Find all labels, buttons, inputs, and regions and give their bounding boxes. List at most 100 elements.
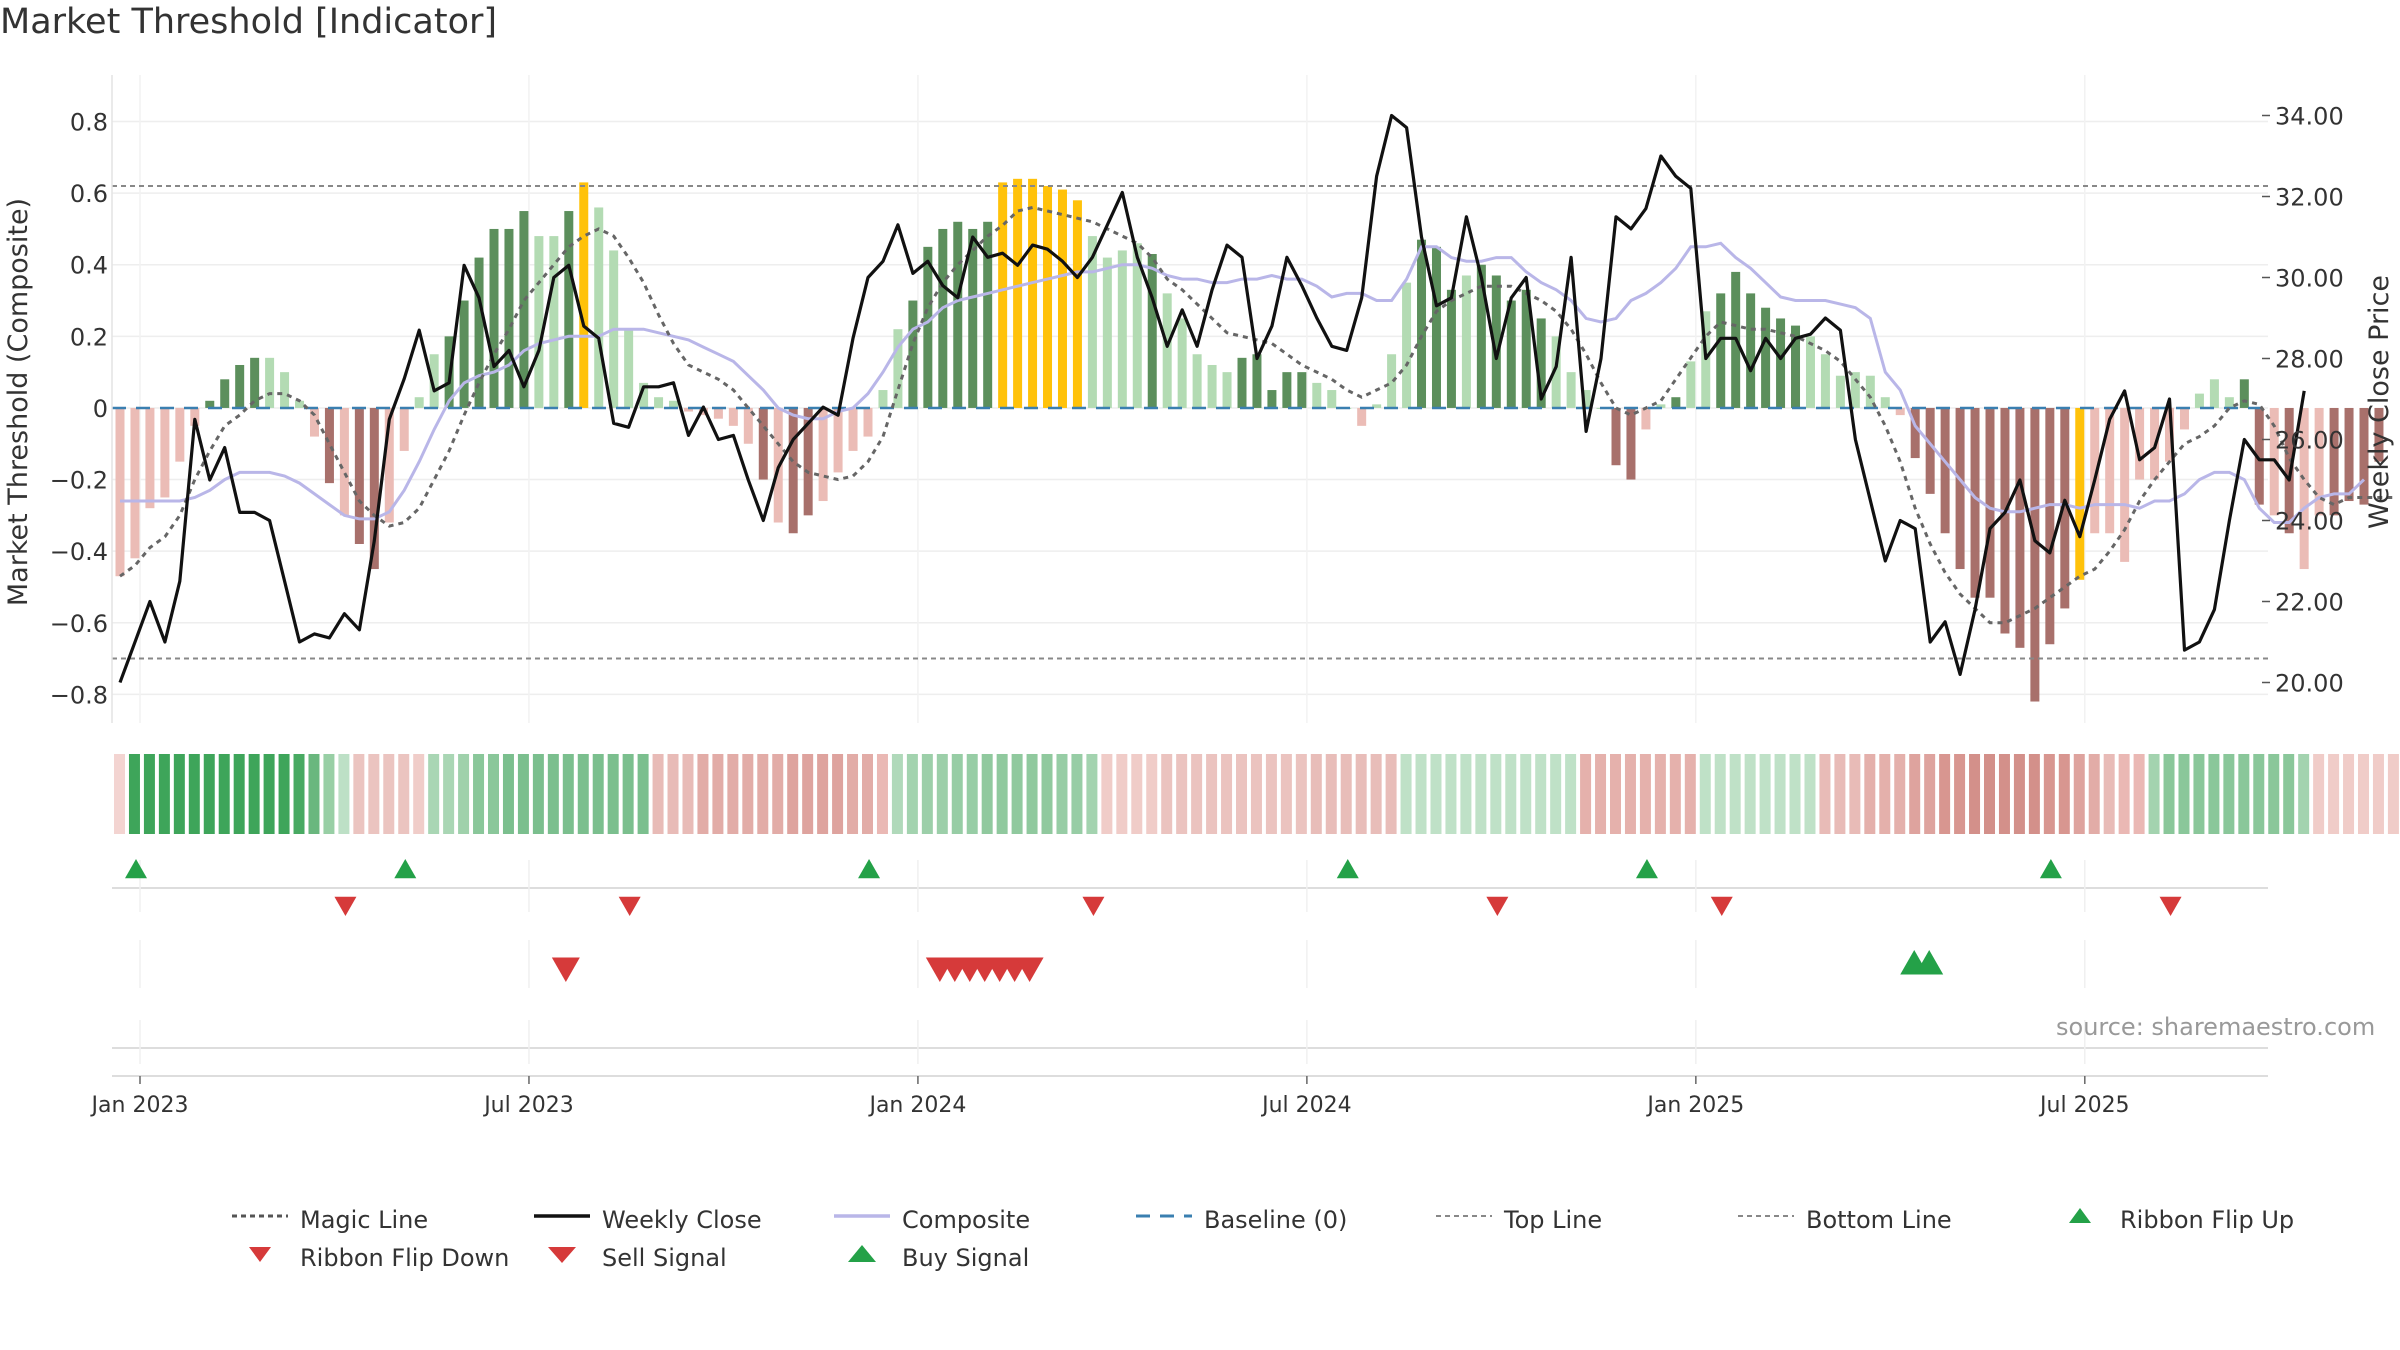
ribbon-cell <box>368 754 380 834</box>
ribbon-cell <box>1819 754 1831 834</box>
composite-bar <box>1028 178 1038 408</box>
composite-bar <box>833 407 843 473</box>
ribbon-cell <box>443 754 455 834</box>
y-tick-label-left: −0.4 <box>50 538 108 566</box>
ribbon-cell <box>1400 754 1412 834</box>
ribbon-cell <box>532 754 544 834</box>
ribbon-cell <box>2073 754 2085 834</box>
composite-bar <box>1476 264 1486 408</box>
ribbon-cell <box>1969 754 1981 834</box>
composite-bar <box>1491 275 1501 408</box>
ribbon-cell <box>1460 754 1472 834</box>
ribbon-cell <box>1699 754 1711 834</box>
ribbon-cell <box>2387 754 2399 834</box>
ribbon-cell <box>2103 754 2115 834</box>
composite-bar <box>2090 407 2100 534</box>
ribbon-cell <box>1744 754 1756 834</box>
composite-bar <box>1237 357 1247 408</box>
ribbon-cell <box>308 754 320 834</box>
composite-bar <box>280 372 290 408</box>
ribbon-cell <box>832 754 844 834</box>
composite-bar <box>728 407 738 426</box>
x-tick-label: Jan 2025 <box>1645 1093 1744 1118</box>
ribbon-cell <box>936 754 948 834</box>
composite-bar <box>1177 318 1187 408</box>
ribbon-cell <box>2133 754 2145 834</box>
composite-bar <box>758 407 768 480</box>
composite-bar <box>1850 372 1860 408</box>
ribbon-cell <box>1445 754 1457 834</box>
ribbon-cell <box>203 754 215 834</box>
composite-bar <box>369 407 379 570</box>
composite-bar <box>1282 372 1292 408</box>
ribbon-cell <box>1161 754 1173 834</box>
ribbon-cell <box>1624 754 1636 834</box>
composite-bar <box>1312 382 1322 408</box>
ribbon-cell <box>353 754 365 834</box>
legend-item[interactable]: Bottom Line <box>1736 1206 1952 1234</box>
ribbon-cell <box>2028 754 2040 834</box>
composite-bar <box>220 379 230 408</box>
composite-bar <box>1222 372 1232 408</box>
composite-bar <box>339 407 349 516</box>
legend-label: Bottom Line <box>1806 1206 1952 1234</box>
ribbon-cell <box>2148 754 2160 834</box>
ribbon-cell <box>278 754 290 834</box>
legend-label: Magic Line <box>300 1206 429 1234</box>
y-tick-label-right: 20.00 <box>2275 670 2344 698</box>
legend-swatch <box>532 1247 592 1269</box>
sell-signal-marker <box>551 957 580 982</box>
composite-bar <box>1297 372 1307 408</box>
ribbon-cell <box>787 754 799 834</box>
composite-bar <box>1716 293 1726 408</box>
ribbon-cell <box>1565 754 1577 834</box>
composite-bar <box>1147 254 1157 408</box>
composite-bar <box>2374 407 2384 462</box>
legend-item[interactable]: Top Line <box>1434 1206 1602 1234</box>
legend-item[interactable]: Magic Line <box>230 1206 428 1234</box>
composite-bars <box>115 178 2384 702</box>
legend-item[interactable]: Ribbon Flip Up <box>2050 1206 2294 1234</box>
composite-bar <box>235 364 245 408</box>
ribbon-cell <box>502 754 514 834</box>
ribbon-flip-down-marker <box>334 896 357 916</box>
ribbon-cell <box>562 754 574 834</box>
composite-bar <box>160 407 170 498</box>
composite-bar <box>968 228 978 408</box>
ribbon-flip-up-marker <box>394 859 417 879</box>
composite-bar <box>1626 407 1636 480</box>
ribbon-cell <box>2313 754 2325 834</box>
legend-item[interactable]: Buy Signal <box>832 1244 1029 1272</box>
ribbon-cell <box>697 754 709 834</box>
y-tick-label-left: −0.2 <box>50 467 108 495</box>
legend-item[interactable]: Composite <box>832 1206 1030 1234</box>
ribbon-cell <box>1026 754 1038 834</box>
composite-bar <box>1566 372 1576 408</box>
ribbon-cell <box>2088 754 2100 834</box>
ribbon-cell <box>951 754 963 834</box>
legend-item[interactable]: Ribbon Flip Down <box>230 1244 509 1272</box>
ribbon-cell <box>1759 754 1771 834</box>
ribbon-cell <box>996 754 1008 834</box>
legend-item[interactable]: Sell Signal <box>532 1244 727 1272</box>
legend-item[interactable]: Baseline (0) <box>1134 1206 1347 1234</box>
y-tick-label-left: 0.4 <box>70 252 108 280</box>
ribbon-cell <box>1954 754 1966 834</box>
composite-bar <box>1387 354 1397 408</box>
legend-item[interactable]: Weekly Close <box>532 1206 762 1234</box>
composite-bar <box>534 236 544 408</box>
composite-bar <box>624 329 634 408</box>
composite-bar <box>1417 239 1427 408</box>
composite-bar <box>938 228 948 408</box>
ribbon-cell <box>1505 754 1517 834</box>
ribbon-cell <box>128 754 140 834</box>
composite-bar <box>893 329 903 408</box>
ribbon-flip-up-marker <box>1336 859 1359 879</box>
y-tick-label-right: 26.00 <box>2275 427 2344 455</box>
ribbon-cell <box>637 754 649 834</box>
composite-bar <box>1102 257 1112 408</box>
ribbon-cell <box>1535 754 1547 834</box>
ribbon-cell <box>847 754 859 834</box>
ribbon-cell <box>712 754 724 834</box>
composite-bar <box>1671 397 1681 408</box>
